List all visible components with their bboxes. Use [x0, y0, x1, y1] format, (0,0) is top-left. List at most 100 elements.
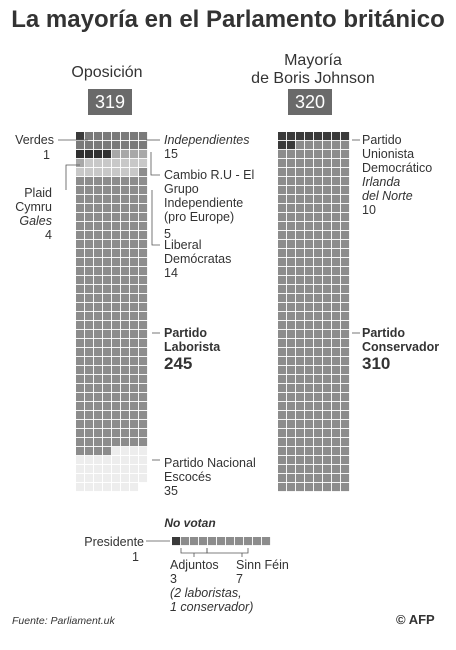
- seat-partido-conservador: [305, 411, 314, 420]
- seat-partido-conservador: [278, 321, 287, 330]
- seat-partido-conservador: [341, 456, 350, 465]
- seat-partido-conservador: [305, 276, 314, 285]
- seat-partido-laborista: [121, 402, 130, 411]
- seat-partido-laborista: [130, 375, 139, 384]
- label-laborista-value: 245: [164, 354, 193, 373]
- seat-partido-conservador: [332, 267, 341, 276]
- seat-partido-conservador: [296, 321, 305, 330]
- seat-partido-laborista: [130, 303, 139, 312]
- seat-partido-laborista: [139, 213, 148, 222]
- seat-partido-conservador: [332, 213, 341, 222]
- seat-partido-unionista-democratico: [332, 132, 341, 141]
- seat-liberal-democratas: [76, 168, 85, 177]
- seat-partido-conservador: [332, 303, 341, 312]
- seat-partido-conservador: [341, 339, 350, 348]
- seat-partido-laborista: [76, 321, 85, 330]
- seat-partido-laborista: [130, 438, 139, 447]
- seat-partido-conservador: [341, 285, 350, 294]
- seat-plaid-cymru: [76, 150, 85, 159]
- seat-partido-unionista-democratico: [296, 132, 305, 141]
- seat-partido-conservador: [341, 366, 350, 375]
- label-plaid-value: 4: [45, 228, 52, 242]
- seat-partido-conservador: [305, 420, 314, 429]
- seat-partido-conservador: [341, 483, 350, 492]
- seat-partido-conservador: [341, 447, 350, 456]
- seat-liberal-democratas: [139, 159, 148, 168]
- seat-liberal-democratas: [112, 168, 121, 177]
- seat-partido-conservador: [332, 366, 341, 375]
- government-waffle: [278, 132, 350, 492]
- seat-partido-conservador: [305, 222, 314, 231]
- seat-partido-nacional-escoces: [85, 465, 94, 474]
- seat-partido-laborista: [94, 420, 103, 429]
- seat-partido-laborista: [121, 195, 130, 204]
- seat-partido-laborista: [139, 195, 148, 204]
- seat-partido-laborista: [76, 267, 85, 276]
- seat-partido-laborista: [85, 195, 94, 204]
- label-plaid-region: Gales: [19, 214, 52, 228]
- seat-partido-conservador: [332, 177, 341, 186]
- seat-partido-laborista: [85, 330, 94, 339]
- seat-independientes: [130, 132, 139, 141]
- seat-partido-laborista: [85, 303, 94, 312]
- seat-partido-conservador: [287, 213, 296, 222]
- seat-partido-conservador: [323, 312, 332, 321]
- seat-partido-conservador: [296, 447, 305, 456]
- seat-partido-nacional-escoces: [103, 483, 112, 492]
- seat-partido-conservador: [332, 483, 341, 492]
- seat-partido-conservador: [296, 159, 305, 168]
- seat-partido-conservador: [287, 276, 296, 285]
- seat-partido-laborista: [121, 411, 130, 420]
- seat-partido-laborista: [94, 213, 103, 222]
- seat-partido-conservador: [305, 330, 314, 339]
- seat-partido-conservador: [296, 195, 305, 204]
- seat-partido-laborista: [139, 303, 148, 312]
- label-laborista: Partido Laborista 245: [164, 326, 220, 374]
- seat-partido-conservador: [332, 447, 341, 456]
- seat-partido-laborista: [112, 276, 121, 285]
- seat-partido-unionista-democratico: [341, 132, 350, 141]
- seat-partido-laborista: [85, 411, 94, 420]
- label-liberal: Liberal Demócratas 14: [164, 238, 231, 280]
- seat-independientes: [121, 132, 130, 141]
- seat-partido-conservador: [305, 159, 314, 168]
- no-votan-title: No votan: [164, 516, 216, 530]
- seat-partido-conservador: [323, 429, 332, 438]
- seat-partido-conservador: [305, 141, 314, 150]
- seat-partido-laborista: [76, 186, 85, 195]
- seat-partido-laborista: [139, 429, 148, 438]
- seat-partido-conservador: [341, 312, 350, 321]
- label-sinnfein-value: 7: [236, 572, 243, 586]
- seat-partido-conservador: [278, 348, 287, 357]
- seat-partido-laborista: [94, 186, 103, 195]
- seat-partido-laborista: [76, 204, 85, 213]
- seat-partido-laborista: [85, 204, 94, 213]
- seat-partido-conservador: [287, 447, 296, 456]
- seat-partido-laborista: [121, 384, 130, 393]
- seat-partido-conservador: [314, 258, 323, 267]
- seat-partido-laborista: [103, 420, 112, 429]
- seat-partido-conservador: [332, 384, 341, 393]
- seat-partido-conservador: [314, 267, 323, 276]
- label-plaid-name-2: Cymru: [15, 200, 52, 214]
- seat-partido-laborista: [112, 249, 121, 258]
- seat-partido-laborista: [139, 420, 148, 429]
- seat-partido-conservador: [314, 456, 323, 465]
- seat-partido-laborista: [139, 267, 148, 276]
- seat-partido-laborista: [121, 240, 130, 249]
- label-cambio-name-3: Independiente: [164, 196, 244, 210]
- seat-partido-conservador: [278, 222, 287, 231]
- seat-independientes: [94, 132, 103, 141]
- seat-sinn-fein: [226, 537, 235, 546]
- label-conservador-name-2: Conservador: [362, 340, 440, 354]
- seat-partido-conservador: [287, 249, 296, 258]
- seat-partido-conservador: [305, 447, 314, 456]
- seat-partido-conservador: [341, 141, 350, 150]
- leader-liberal: [151, 190, 160, 246]
- seat-partido-conservador: [296, 231, 305, 240]
- seat-partido-laborista: [85, 276, 94, 285]
- seat-partido-laborista: [85, 285, 94, 294]
- seat-partido-conservador: [287, 483, 296, 492]
- seat-partido-laborista: [130, 348, 139, 357]
